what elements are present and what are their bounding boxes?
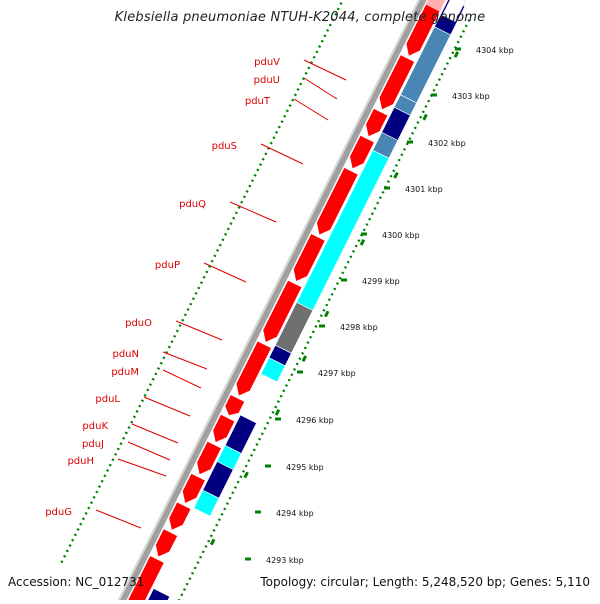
- gene-label-pdun: pduN: [112, 349, 139, 360]
- gene-leader-line: [95, 509, 142, 529]
- gene-label-pduo: pduO: [125, 318, 152, 329]
- gene-label-pduu: pduU: [254, 75, 280, 86]
- gc-dash-mark: [393, 171, 399, 179]
- gc-dash-mark: [243, 471, 249, 479]
- backbone-shadow: [115, 0, 420, 604]
- gene-leader-line: [260, 143, 304, 165]
- cds-arrow: [348, 134, 376, 170]
- gene-leader-line: [131, 423, 179, 444]
- cds-arrow: [154, 527, 179, 558]
- gene-leader-line: [162, 369, 202, 389]
- gene-label-pdug: pduG: [45, 507, 72, 518]
- scale-tick-label: 4293 kbp: [266, 556, 304, 565]
- gc-dash-mark: [301, 355, 308, 363]
- scale-tick-label: 4298 kbp: [340, 323, 378, 332]
- cds-arrow: [168, 501, 192, 532]
- map-title: Klebsiella pneumoniae NTUH-K2044, comple…: [114, 10, 486, 25]
- cds-arrow: [378, 53, 416, 111]
- gene-label-pdul: pduL: [95, 394, 120, 405]
- cds-arrow: [224, 393, 246, 417]
- gene-label-pduh: pduH: [67, 456, 94, 467]
- scale-tick-label: 4300 kbp: [382, 231, 420, 240]
- gene-leader-line: [229, 201, 277, 223]
- cds-arrow: [212, 413, 236, 444]
- gene-label-pduj: pduJ: [82, 439, 104, 450]
- scale-tick-label: 4302 kbp: [428, 139, 466, 148]
- gene-label-pduq: pduQ: [179, 199, 206, 210]
- gene-leader-line: [293, 98, 329, 121]
- scale-tick-label: 4304 kbp: [476, 46, 514, 55]
- gene-label-pdut: pduT: [245, 96, 271, 107]
- cds-arrow: [364, 107, 389, 138]
- cog-block-light: [441, 0, 467, 23]
- accession-text: Accession: NC_012731: [8, 575, 145, 589]
- gc-dash-mark: [209, 538, 216, 546]
- gc-content-dotted-track: [175, 19, 471, 604]
- gene-label-pdup: pduP: [155, 260, 180, 271]
- genome-summary-text: Topology: circular; Length: 5,248,520 bp…: [260, 575, 590, 589]
- cds-arrow: [292, 232, 327, 283]
- scale-tick-label: 4297 kbp: [318, 369, 356, 378]
- gene-leader-line: [117, 458, 167, 477]
- gene-label-pduk: pduK: [82, 421, 108, 432]
- gene-label-pdus: pduS: [212, 141, 237, 152]
- cds-arrow: [262, 279, 303, 344]
- gene-leader-line: [175, 320, 223, 341]
- cds-arrow: [125, 554, 166, 604]
- scale-tick-label: 4299 kbp: [362, 277, 400, 286]
- cds-arrow: [315, 166, 360, 236]
- gene-leader-line: [203, 262, 247, 283]
- gc-dash-mark: [422, 113, 428, 121]
- gene-label-pdum: pduM: [111, 367, 139, 378]
- cds-arrow-faded: [425, 0, 446, 12]
- gene-label-pduv: pduV: [254, 57, 280, 68]
- scale-tick-label: 4296 kbp: [296, 416, 334, 425]
- cds-arrow: [235, 340, 273, 397]
- gc-dash-mark: [359, 239, 366, 246]
- cog-block: [260, 357, 286, 383]
- scale-tick-label: 4294 kbp: [276, 509, 314, 518]
- scale-dotted-track: [59, 0, 345, 566]
- gene-leader-line: [303, 77, 338, 100]
- scale-tick-label: 4295 kbp: [286, 463, 324, 472]
- backbone-track: [117, 0, 427, 604]
- gc-dash-mark: [453, 51, 460, 58]
- gene-leader-line: [303, 59, 347, 81]
- cds-arrow: [196, 440, 223, 476]
- gene-leader-line: [162, 351, 208, 370]
- scale-tick-label: 4303 kbp: [452, 92, 490, 101]
- gene-leader-line: [143, 396, 191, 417]
- scale-tick-label: 4301 kbp: [405, 185, 443, 194]
- cog-block: [193, 489, 220, 517]
- gc-dash-mark: [324, 310, 330, 318]
- gene-leader-line: [127, 441, 171, 461]
- cds-arrow: [181, 472, 207, 505]
- gc-dash-mark: [274, 408, 281, 416]
